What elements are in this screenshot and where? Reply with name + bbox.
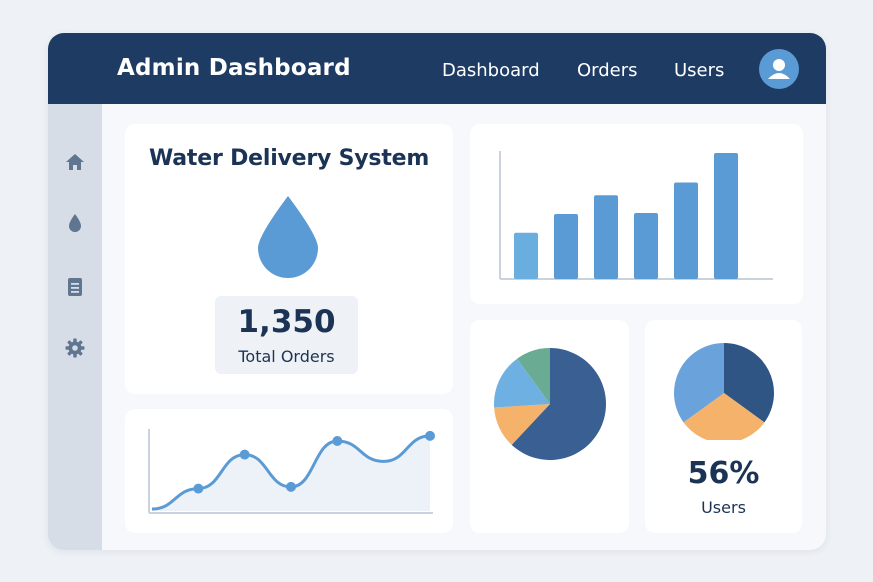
page-title: Water Delivery System bbox=[149, 146, 430, 171]
total-orders-box: 1,350 Total Orders bbox=[215, 296, 358, 374]
summary-card: Water Delivery System 1,350 Total Orders bbox=[125, 124, 453, 394]
nav-link-dashboard[interactable]: Dashboard bbox=[442, 60, 540, 81]
total-orders-label: Total Orders bbox=[238, 347, 335, 366]
pie-slice bbox=[674, 343, 724, 423]
app-title: Admin Dashboard bbox=[117, 55, 351, 81]
users-card: 56% Users bbox=[645, 320, 802, 533]
bar bbox=[674, 182, 698, 279]
bar bbox=[714, 152, 738, 279]
nav-link-orders[interactable]: Orders bbox=[577, 60, 638, 81]
bar-chart-card bbox=[470, 124, 803, 304]
pie-slice bbox=[511, 348, 606, 460]
document-icon[interactable] bbox=[64, 276, 86, 298]
line-point bbox=[332, 436, 343, 446]
bar bbox=[554, 214, 578, 279]
sidebar bbox=[48, 104, 102, 550]
user-avatar[interactable] bbox=[759, 49, 799, 89]
line-point bbox=[286, 481, 296, 492]
users-percent-value: 56% bbox=[687, 456, 760, 491]
pie-slice bbox=[494, 404, 550, 445]
dashboard-window: Admin Dashboard Dashboard Orders Users bbox=[48, 33, 826, 550]
bar bbox=[514, 232, 538, 279]
water-drop-icon bbox=[258, 196, 318, 278]
bar bbox=[594, 195, 618, 279]
line-point bbox=[425, 430, 435, 441]
bar bbox=[634, 213, 658, 279]
pie-slice bbox=[494, 358, 550, 408]
water-drop-icon[interactable] bbox=[64, 212, 86, 234]
users-percent-label: Users bbox=[701, 498, 746, 517]
nav-link-users[interactable]: Users bbox=[674, 60, 725, 81]
user-icon bbox=[768, 59, 790, 79]
line-point bbox=[239, 449, 250, 460]
pie-chart bbox=[494, 348, 606, 460]
gear-icon[interactable] bbox=[64, 337, 86, 359]
top-navbar: Admin Dashboard Dashboard Orders Users bbox=[48, 33, 826, 104]
total-orders-value: 1,350 bbox=[237, 304, 336, 340]
users-pie-chart bbox=[674, 343, 774, 440]
pie-slice bbox=[683, 393, 765, 440]
bar-chart bbox=[499, 151, 773, 280]
line-chart-card bbox=[125, 409, 453, 533]
line-area bbox=[152, 435, 430, 511]
pie-slice bbox=[724, 343, 774, 423]
pie-slice bbox=[517, 348, 550, 404]
line-point bbox=[193, 483, 204, 494]
home-icon[interactable] bbox=[64, 151, 86, 173]
line-chart bbox=[148, 429, 435, 514]
pie-chart-card bbox=[470, 320, 629, 533]
